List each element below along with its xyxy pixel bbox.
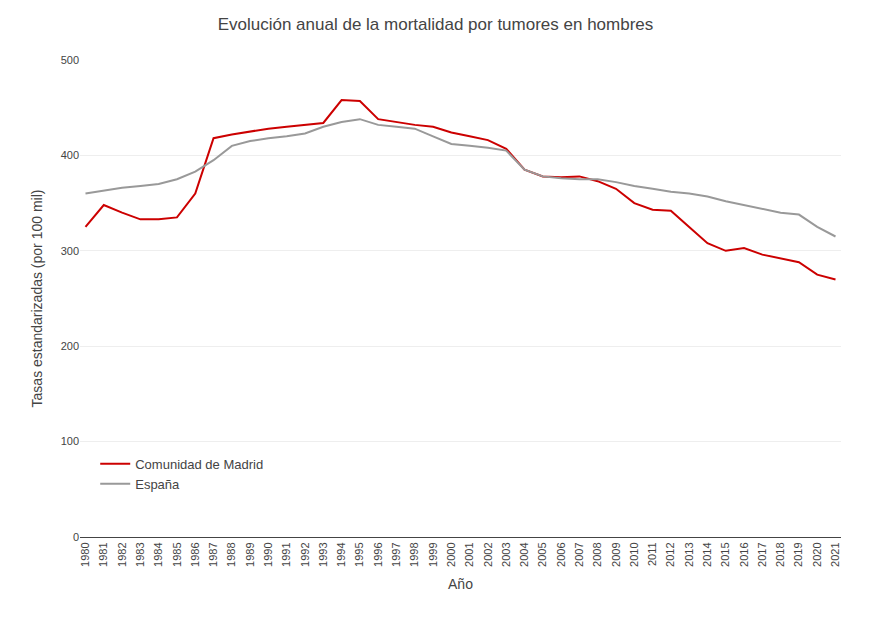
svg-text:2007: 2007 [573,542,585,566]
svg-text:2002: 2002 [482,542,494,566]
svg-text:200: 200 [61,340,79,352]
svg-text:2016: 2016 [738,542,750,566]
svg-text:Tasas estandarizadas (por 100: Tasas estandarizadas (por 100 mil) [29,190,45,408]
svg-text:2014: 2014 [701,542,713,566]
svg-text:1991: 1991 [280,542,292,566]
svg-text:1998: 1998 [408,542,420,566]
svg-text:2001: 2001 [463,542,475,566]
svg-text:1985: 1985 [171,542,183,566]
svg-text:1987: 1987 [207,542,219,566]
svg-text:2017: 2017 [756,542,768,566]
svg-text:0: 0 [73,531,79,543]
svg-text:2019: 2019 [793,542,805,566]
svg-text:500: 500 [61,54,79,66]
svg-text:2018: 2018 [774,542,786,566]
svg-text:300: 300 [61,245,79,257]
svg-text:1999: 1999 [427,542,439,566]
svg-text:1995: 1995 [353,542,365,566]
svg-text:2008: 2008 [591,542,603,566]
svg-text:España: España [135,477,180,492]
svg-text:1990: 1990 [262,542,274,566]
svg-text:1997: 1997 [390,542,402,566]
svg-text:2011: 2011 [646,542,658,566]
svg-text:1983: 1983 [134,542,146,566]
svg-text:400: 400 [61,149,79,161]
svg-text:1981: 1981 [97,542,109,566]
svg-text:1980: 1980 [79,542,91,566]
svg-text:2000: 2000 [445,542,457,566]
svg-text:1996: 1996 [372,542,384,566]
svg-text:1992: 1992 [299,542,311,566]
svg-text:Comunidad de Madrid: Comunidad de Madrid [135,457,263,472]
svg-text:2010: 2010 [628,542,640,566]
svg-text:2006: 2006 [555,542,567,566]
svg-text:2009: 2009 [610,542,622,566]
svg-text:1989: 1989 [244,542,256,566]
svg-text:1994: 1994 [335,542,347,566]
svg-text:Año: Año [448,576,473,592]
svg-text:1984: 1984 [152,542,164,566]
svg-text:Evolución anual de la mortalid: Evolución anual de la mortalidad por tum… [218,15,654,34]
svg-text:100: 100 [61,435,79,447]
svg-text:1982: 1982 [116,542,128,566]
svg-text:2015: 2015 [719,542,731,566]
svg-text:1988: 1988 [225,542,237,566]
svg-text:2005: 2005 [536,542,548,566]
svg-text:2021: 2021 [829,542,841,566]
svg-text:2013: 2013 [683,542,695,566]
svg-text:2003: 2003 [500,542,512,566]
svg-text:1986: 1986 [189,542,201,566]
svg-text:2004: 2004 [518,542,530,566]
svg-text:2012: 2012 [664,542,676,566]
svg-text:1993: 1993 [317,542,329,566]
svg-text:2020: 2020 [811,542,823,566]
